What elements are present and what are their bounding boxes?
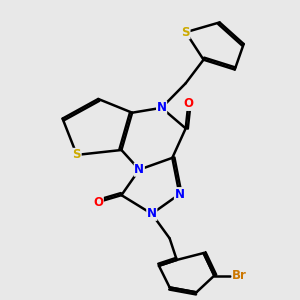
Text: N: N xyxy=(134,163,144,176)
Text: O: O xyxy=(93,196,103,208)
Text: N: N xyxy=(174,188,184,201)
Text: N: N xyxy=(157,101,166,114)
Text: S: S xyxy=(182,26,190,39)
Text: S: S xyxy=(73,148,81,161)
Text: Br: Br xyxy=(232,269,247,282)
Text: O: O xyxy=(183,98,194,110)
Text: N: N xyxy=(147,207,157,220)
